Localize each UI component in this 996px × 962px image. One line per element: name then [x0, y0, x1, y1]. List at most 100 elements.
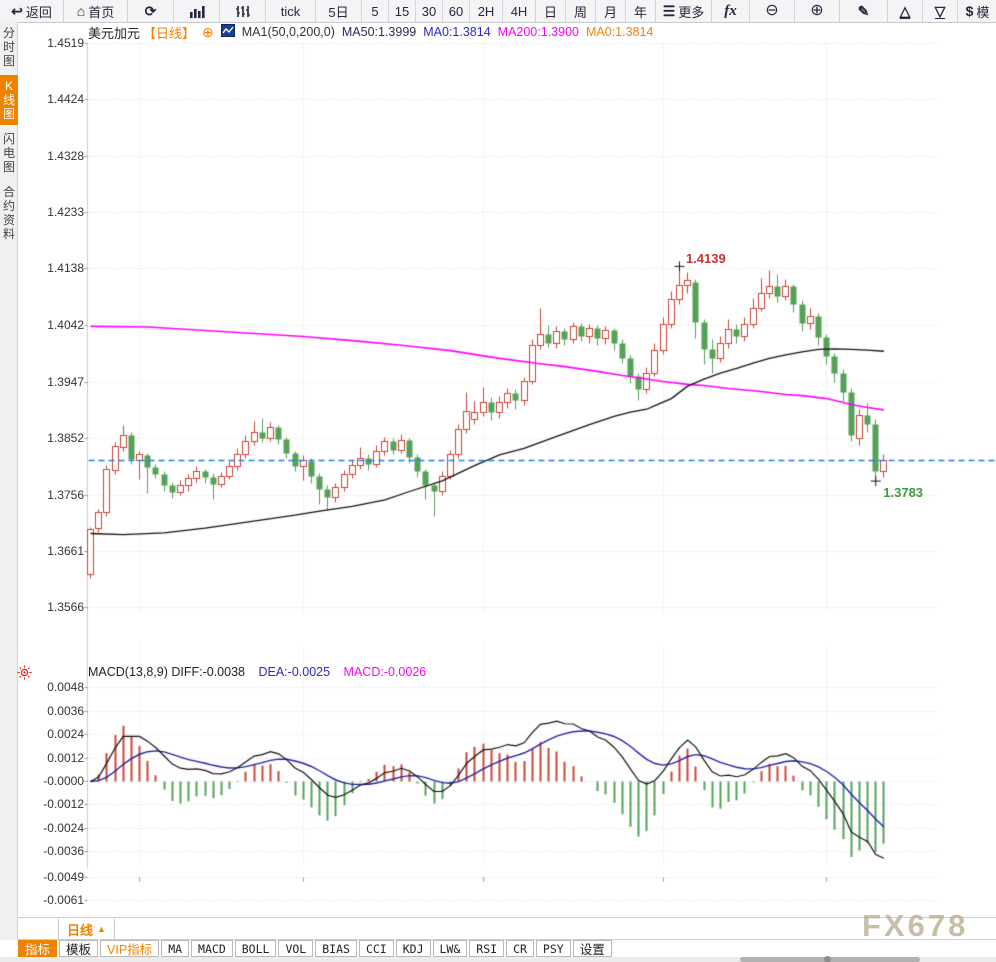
macd-axis-label: -0.0049	[43, 869, 84, 884]
low-price-annotation: 1.3783	[883, 484, 924, 500]
high-price-annotation: 1.4139	[685, 250, 726, 266]
add-indicator-icon[interactable]: ⊕	[202, 24, 214, 40]
macd-value-label: MACD:-0.0026	[343, 665, 427, 679]
home-button[interactable]: ⌂ 首页	[64, 0, 128, 22]
period-tag: 【日线】	[143, 25, 196, 41]
period-month-button-label: 月	[603, 4, 617, 20]
horizontal-scrollbar[interactable]	[0, 956, 996, 962]
period-week-button[interactable]: 周	[566, 0, 596, 22]
macd-axis-label: -0.0012	[43, 797, 84, 812]
tab-LW&[interactable]: LW&	[432, 940, 468, 957]
period-week-button-label: 周	[573, 4, 587, 20]
tab-CR[interactable]: CR	[506, 940, 534, 957]
fx-icon: fx	[724, 2, 737, 19]
ma50-value-label: MA50:1.3999	[341, 25, 417, 39]
period-60-button-label: 60	[448, 3, 464, 19]
period-2h-button-label: 2H	[477, 3, 495, 19]
price-axis-label: 1.4233	[47, 205, 84, 220]
zoom-in-icon: ⊕	[810, 2, 824, 19]
back-button[interactable]: ↩ 返回	[0, 0, 64, 22]
tab-VIP指标[interactable]: VIP指标	[100, 940, 160, 957]
macd-formula-diff-label: MACD(13,8,9) DIFF:-0.0038	[88, 665, 245, 679]
period-selector-label: 日线	[67, 922, 94, 938]
fx-button[interactable]: fx	[712, 0, 750, 22]
more-button[interactable]: ☰ 更多	[656, 0, 712, 22]
period-4h-button-label: 4H	[510, 3, 528, 19]
tab-BIAS[interactable]: BIAS	[315, 940, 357, 957]
period-month-button[interactable]: 月	[596, 0, 626, 22]
period-60-button[interactable]: 60	[443, 0, 470, 22]
period-tick-button[interactable]: tick	[266, 0, 316, 22]
price-axis-label: 1.4424	[47, 92, 84, 107]
period-selector[interactable]: 日线 ▲	[58, 919, 115, 939]
chart-title-bar: 美元加元 【日线】 ⊕ MA1(50,0,200,0) MA50:1.3999 …	[88, 22, 653, 42]
macd-axis-label: -0.0061	[43, 893, 84, 908]
ma200-value-label: MA200:1.3900	[497, 25, 579, 39]
tab-MA[interactable]: MA	[161, 940, 190, 957]
tab-KDJ[interactable]: KDJ	[395, 940, 431, 957]
zoom-in-button[interactable]: ⊕	[795, 0, 840, 22]
period-day-button[interactable]: 日	[536, 0, 566, 22]
period-year-button[interactable]: 年	[626, 0, 656, 22]
tab-RSI[interactable]: RSI	[469, 940, 505, 957]
price-axis-label: 1.4328	[47, 149, 84, 164]
bar-chart-icon	[189, 5, 205, 18]
indicator-tab-bar: 指标 模板 VIP指标 MA MACD BOLL VOL BIAS CCI KDJ LW& RSI CR…	[18, 940, 996, 957]
macd-header: MACD(13,8,9) DIFF:-0.0038 DEA:-0.0025 MA…	[88, 665, 426, 679]
refresh-button[interactable]: ⟳	[128, 0, 174, 22]
price-axis-label: 1.3947	[47, 374, 84, 389]
macd-axis-label: 0.0048	[47, 680, 84, 694]
period-2h-button[interactable]: 2H	[470, 0, 503, 22]
price-axis-label: 1.3756	[47, 487, 84, 502]
period-5-button[interactable]: 5	[362, 0, 389, 22]
macd-axis-label: -0.0036	[43, 844, 84, 859]
mark-bottom-button[interactable]: ▽	[923, 0, 958, 22]
tab-CCI[interactable]: CCI	[358, 940, 394, 957]
dollar-icon: $	[965, 3, 974, 19]
tab-VOL[interactable]: VOL	[278, 940, 314, 957]
macd-axis-label: 0.0012	[47, 750, 84, 765]
period-15-button[interactable]: 15	[389, 0, 416, 22]
candlestick-macd-chart[interactable]	[0, 40, 996, 920]
period-5-button-label: 5	[371, 3, 379, 19]
period-4h-button[interactable]: 4H	[503, 0, 536, 22]
price-axis-label: 1.4519	[47, 36, 84, 50]
draw-button[interactable]: ✎	[840, 0, 888, 22]
ma0-blue-value-label: MA0:1.3814	[423, 25, 491, 39]
indicator-settings-sun-icon[interactable]	[17, 665, 32, 685]
price-axis-label: 1.4138	[47, 261, 84, 276]
price-axis-label: 1.3566	[47, 600, 84, 614]
back-button-label: 返回	[25, 4, 52, 20]
more-button-label: 更多	[678, 4, 705, 20]
sim-trade-button[interactable]: $ 模	[958, 0, 996, 22]
scrollbar-knob[interactable]	[824, 956, 831, 962]
refresh-icon: ⟳	[144, 3, 157, 19]
period-tick-button-label: tick	[280, 3, 301, 19]
tab-模板[interactable]: 模板	[59, 940, 99, 957]
tab-PSY[interactable]: PSY	[535, 940, 571, 957]
chart-type-button[interactable]	[174, 0, 220, 22]
home-button-label: 首页	[88, 4, 115, 20]
mark-top-button[interactable]: △	[888, 0, 923, 22]
period-5d-button[interactable]: 5日	[316, 0, 362, 22]
sim-trade-button-label: 模	[976, 4, 990, 20]
macd-axis-label: 0.0036	[47, 703, 84, 718]
symbol-name: 美元加元	[88, 25, 141, 41]
home-icon: ⌂	[76, 3, 86, 19]
price-axis-label: 1.3661	[47, 543, 84, 558]
tab-指标[interactable]: 指标	[18, 940, 58, 957]
period-30-button[interactable]: 30	[416, 0, 443, 22]
volume-bars-icon	[235, 5, 250, 17]
ma-settings-label: MA1(50,0,200,0)	[241, 25, 335, 39]
scrollbar-thumb[interactable]	[740, 956, 920, 962]
zoom-out-button[interactable]: ⊖	[750, 0, 795, 22]
zoom-out-icon: ⊖	[765, 2, 779, 19]
tab-MACD[interactable]: MACD	[191, 940, 233, 957]
tab-设置[interactable]: 设置	[572, 940, 612, 957]
indicator-button[interactable]	[220, 0, 266, 22]
tab-BOLL[interactable]: BOLL	[234, 940, 277, 957]
macd-axis-label: -0.0024	[43, 820, 84, 835]
mini-chart-icon[interactable]	[220, 24, 235, 40]
period-15-button-label: 15	[394, 3, 410, 19]
